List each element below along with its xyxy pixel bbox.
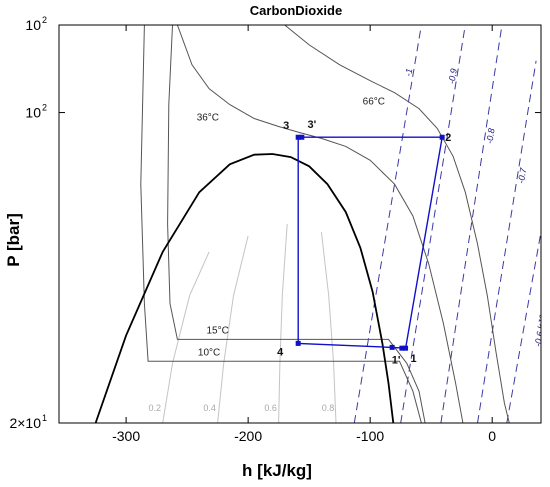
quality-line-3 [320,231,337,423]
quality-label-0: 0.2 [148,403,161,413]
quality-line-1 [217,235,249,423]
saturation-dome [94,153,395,423]
quality-line-2 [278,223,288,423]
y-tick-label-0: 10 [25,17,41,33]
cycle-point-0 [403,345,409,351]
plot-frame [58,24,542,424]
quality-label-1: 0.4 [203,403,216,413]
isotherm-2 [167,25,426,423]
axis-ticks: -300 -200 -100 010 210 22×10 1 [9,15,541,444]
isentrope-3 [477,60,537,423]
isotherm-label-3: 10°C [198,347,220,358]
cycle-point-label-4: 3 [283,120,289,132]
cycle-point-label-2: 1' [392,354,401,366]
cycle-point-label-6: 4 [277,346,284,358]
y-tick-exp-0: 2 [42,15,47,25]
y-axis-label: P [bar] [4,213,23,267]
x-tick-label-2: -100 [356,428,384,444]
cycle-point-3 [439,134,445,140]
isotherm-label-2: 15°C [206,325,228,336]
isentrope-2 [440,25,503,423]
cycle-point-label-5: 3' [307,119,316,131]
y-tick-exp-1: 2 [42,103,47,113]
plot-area: 0.20.40.60.8-1-0.9-0.8-0.7-0.6 kJ/kg-K36… [94,25,550,423]
cycle-point-6 [295,340,301,346]
cycle-point-label-0: 1 [410,353,416,365]
isotherm-1 [284,25,510,423]
x-axis-label: h [kJ/kg] [242,461,312,480]
isentrope-label-0: -1 [403,68,414,78]
cycle-point-1 [399,345,405,351]
isentrope-label-3: -0.7 [516,166,529,184]
cycle-path [297,136,444,349]
cycle-point-label-3: 2 [445,132,451,144]
isotherm-label-0: 36°C [197,113,219,124]
x-tick-label-3: 0 [488,428,496,444]
isentrope-4 [506,231,541,423]
x-tick-label-1: -200 [234,428,262,444]
x-tick-label-0: -300 [112,428,140,444]
quality-line-0 [162,251,210,423]
clipped-group: 0.20.40.60.8-1-0.9-0.8-0.7-0.6 kJ/kg-K36… [94,25,550,423]
quality-label-2: 0.6 [264,403,277,413]
y-tick-label-1: 10 [25,105,41,121]
quality-label-3: 0.8 [322,403,335,413]
y-tick-label-2: 2×10 [9,415,41,431]
isentrope-1 [400,25,466,423]
isotherm-0 [176,25,464,423]
isentrope-0 [353,25,422,423]
cycle-point-2 [389,344,395,350]
cycle-point-5 [299,134,305,140]
isotherm-3 [140,25,422,423]
isentrope-label-4: -0.6 kJ/kg-K [533,298,550,348]
isentrope-label-2: -0.8 [484,128,496,145]
y-tick-exp-2: 1 [42,413,47,423]
isotherm-label-1: 66°C [363,97,385,108]
chart-title: CarbonDioxide [250,3,342,18]
cycle-point-4 [295,134,301,140]
isentrope-label-1: -0.9 [446,68,458,85]
